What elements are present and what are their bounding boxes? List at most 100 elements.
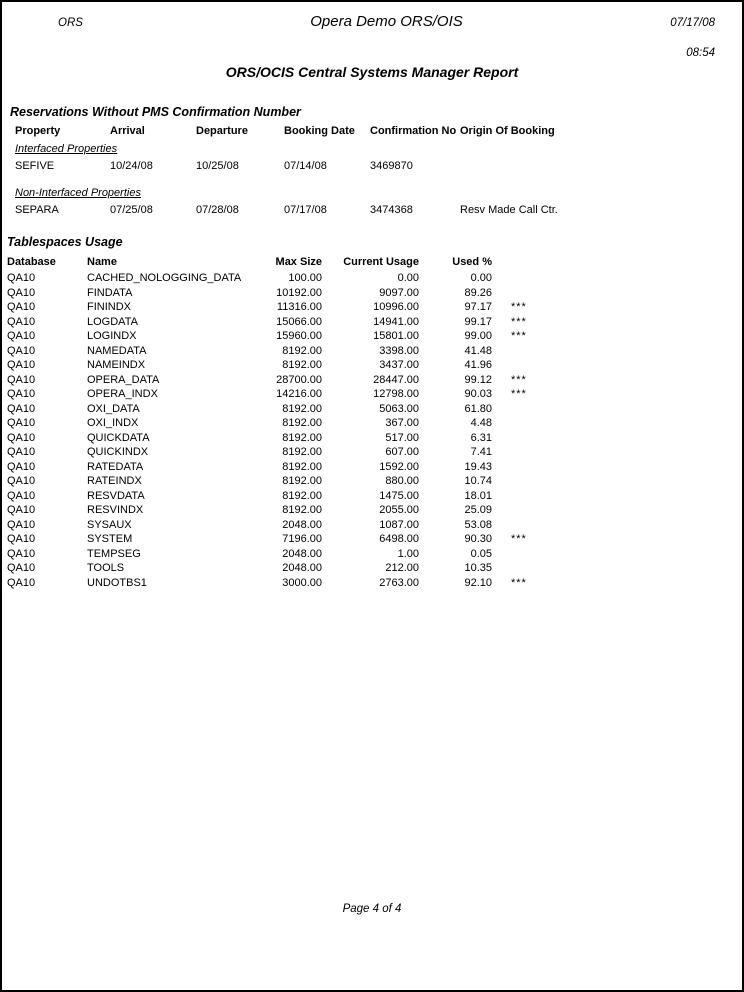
reservations-section-title: Reservations Without PMS Confirmation Nu… xyxy=(10,105,301,119)
cell-current-usage: 880.00 xyxy=(385,475,419,487)
cell-current-usage: 2763.00 xyxy=(379,576,419,589)
cell-used-pct: 18.01 xyxy=(464,489,492,502)
cell-database: QA10 xyxy=(7,272,36,284)
cell-used-pct: 61.80 xyxy=(464,402,492,415)
cell-current-usage: 2055.00 xyxy=(379,504,419,516)
cell-max-size: 8192.00 xyxy=(282,344,322,357)
cell-property: SEFIVE xyxy=(15,160,55,172)
reservations-section: Reservations Without PMS Confirmation Nu… xyxy=(2,105,742,216)
tablespace-row: QA10 FINDATA 10192.00 9097.00 89.26 xyxy=(7,286,734,301)
cell-database: QA10 xyxy=(7,359,36,371)
cell-origin xyxy=(460,160,734,172)
tablespace-row: QA10 LOGDATA 15066.00 14941.00 99.17 *** xyxy=(7,315,734,330)
tablespace-row: QA10 QUICKINDX 8192.00 607.00 7.41 xyxy=(7,445,734,460)
report-time: 08:54 xyxy=(686,47,715,59)
cell-threshold-flag: *** xyxy=(511,315,527,328)
cell-name: LOGINDX xyxy=(87,330,137,342)
cell-max-size: 8192.00 xyxy=(282,446,322,458)
cell-name: OXI_INDX xyxy=(87,417,139,429)
cell-threshold-flag xyxy=(492,431,552,446)
cell-current-usage: 1592.00 xyxy=(379,460,419,473)
cell-name: TOOLS xyxy=(87,562,125,574)
cell-used-pct: 41.96 xyxy=(464,359,492,371)
cell-used-pct: 90.30 xyxy=(464,533,492,545)
cell-threshold-flag: *** xyxy=(511,373,527,386)
tablespace-row: QA10 SYSTEM 7196.00 6498.00 90.30 *** xyxy=(7,532,734,547)
cell-used-pct: 99.17 xyxy=(464,315,492,328)
cell-confirmation-no: 3469870 xyxy=(370,160,413,172)
cell-origin: Resv Made Call Ctr. xyxy=(460,204,558,216)
cell-name: OPERA_INDX xyxy=(87,388,158,400)
cell-max-size: 11316.00 xyxy=(276,301,322,313)
cell-database: QA10 xyxy=(7,562,36,574)
cell-arrival: 10/24/08 xyxy=(110,160,153,172)
cell-used-pct: 99.00 xyxy=(464,330,492,342)
tablespace-row: QA10 RESVDATA 8192.00 1475.00 18.01 xyxy=(7,489,734,504)
cell-database: QA10 xyxy=(7,388,36,400)
group-label-interfaced: Interfaced Properties xyxy=(15,143,118,155)
cell-name: UNDOTBS1 xyxy=(87,576,147,589)
column-header-booking-date: Booking Date xyxy=(284,125,355,137)
cell-threshold-flag: *** xyxy=(511,576,527,589)
cell-max-size: 8192.00 xyxy=(282,489,322,502)
cell-database: QA10 xyxy=(7,286,36,299)
tablespace-row: QA10 LOGINDX 15960.00 15801.00 99.00 *** xyxy=(7,329,734,344)
tablespace-row: QA10 OPERA_INDX 14216.00 12798.00 90.03 … xyxy=(7,387,734,402)
reservation-row: SEPARA 07/25/08 07/28/08 07/17/08 347436… xyxy=(10,204,734,216)
cell-name: FININDX xyxy=(87,301,131,313)
cell-name: RATEDATA xyxy=(87,460,144,473)
column-header-database: Database xyxy=(7,256,56,268)
reservations-header-row: Property Arrival Departure Booking Date … xyxy=(10,125,734,137)
cell-threshold-flag xyxy=(492,416,552,431)
column-header-arrival: Arrival xyxy=(110,125,145,137)
cell-max-size: 2048.00 xyxy=(282,518,322,531)
cell-database: QA10 xyxy=(7,330,36,342)
cell-database: QA10 xyxy=(7,446,36,458)
column-header-name: Name xyxy=(87,256,117,268)
cell-used-pct: 0.05 xyxy=(470,547,492,560)
cell-database: QA10 xyxy=(7,504,36,516)
cell-database: QA10 xyxy=(7,417,36,429)
cell-current-usage: 12798.00 xyxy=(373,388,419,400)
cell-used-pct: 92.10 xyxy=(464,576,492,589)
column-header-max-size: Max Size xyxy=(275,256,322,268)
cell-max-size: 10192.00 xyxy=(276,286,322,299)
cell-name: RESVDATA xyxy=(87,489,145,502)
cell-booking-date: 07/14/08 xyxy=(284,160,327,172)
cell-database: QA10 xyxy=(7,475,36,487)
cell-current-usage: 6498.00 xyxy=(379,533,419,545)
cell-threshold-flag xyxy=(492,344,552,359)
tablespace-row: QA10 TOOLS 2048.00 212.00 10.35 xyxy=(7,561,734,576)
cell-used-pct: 53.08 xyxy=(464,518,492,531)
cell-confirmation-no: 3474368 xyxy=(370,204,413,216)
tablespace-row: QA10 FININDX 11316.00 10996.00 97.17 *** xyxy=(7,300,734,315)
cell-used-pct: 97.17 xyxy=(464,301,492,313)
cell-threshold-flag xyxy=(492,445,552,460)
cell-threshold-flag xyxy=(492,460,552,475)
cell-used-pct: 10.74 xyxy=(464,475,492,487)
cell-current-usage: 10996.00 xyxy=(373,301,419,313)
cell-current-usage: 517.00 xyxy=(385,431,419,444)
group-label-non-interfaced: Non-Interfaced Properties xyxy=(15,187,141,199)
cell-used-pct: 90.03 xyxy=(464,388,492,400)
cell-name: FINDATA xyxy=(87,286,133,299)
cell-max-size: 15066.00 xyxy=(276,315,322,328)
cell-name: OPERA_DATA xyxy=(87,373,160,386)
cell-database: QA10 xyxy=(7,576,36,589)
cell-name: NAMEINDX xyxy=(87,359,146,371)
cell-threshold-flag xyxy=(492,547,552,562)
tablespace-row: QA10 UNDOTBS1 3000.00 2763.00 92.10 *** xyxy=(7,576,734,591)
tablespace-row: QA10 NAMEDATA 8192.00 3398.00 41.48 xyxy=(7,344,734,359)
tablespace-row: QA10 NAMEINDX 8192.00 3437.00 41.96 xyxy=(7,358,734,373)
cell-used-pct: 6.31 xyxy=(470,431,492,444)
report-app-label: ORS xyxy=(58,17,83,29)
tablespace-row: QA10 RATEINDX 8192.00 880.00 10.74 xyxy=(7,474,734,489)
cell-current-usage: 5063.00 xyxy=(379,402,419,415)
cell-max-size: 2048.00 xyxy=(282,547,322,560)
report-date: 07/17/08 xyxy=(670,17,715,29)
cell-max-size: 100.00 xyxy=(288,272,322,284)
tablespace-row: QA10 OXI_INDX 8192.00 367.00 4.48 xyxy=(7,416,734,431)
cell-name: RATEINDX xyxy=(87,475,142,487)
tablespace-row: QA10 TEMPSEG 2048.00 1.00 0.05 xyxy=(7,547,734,562)
